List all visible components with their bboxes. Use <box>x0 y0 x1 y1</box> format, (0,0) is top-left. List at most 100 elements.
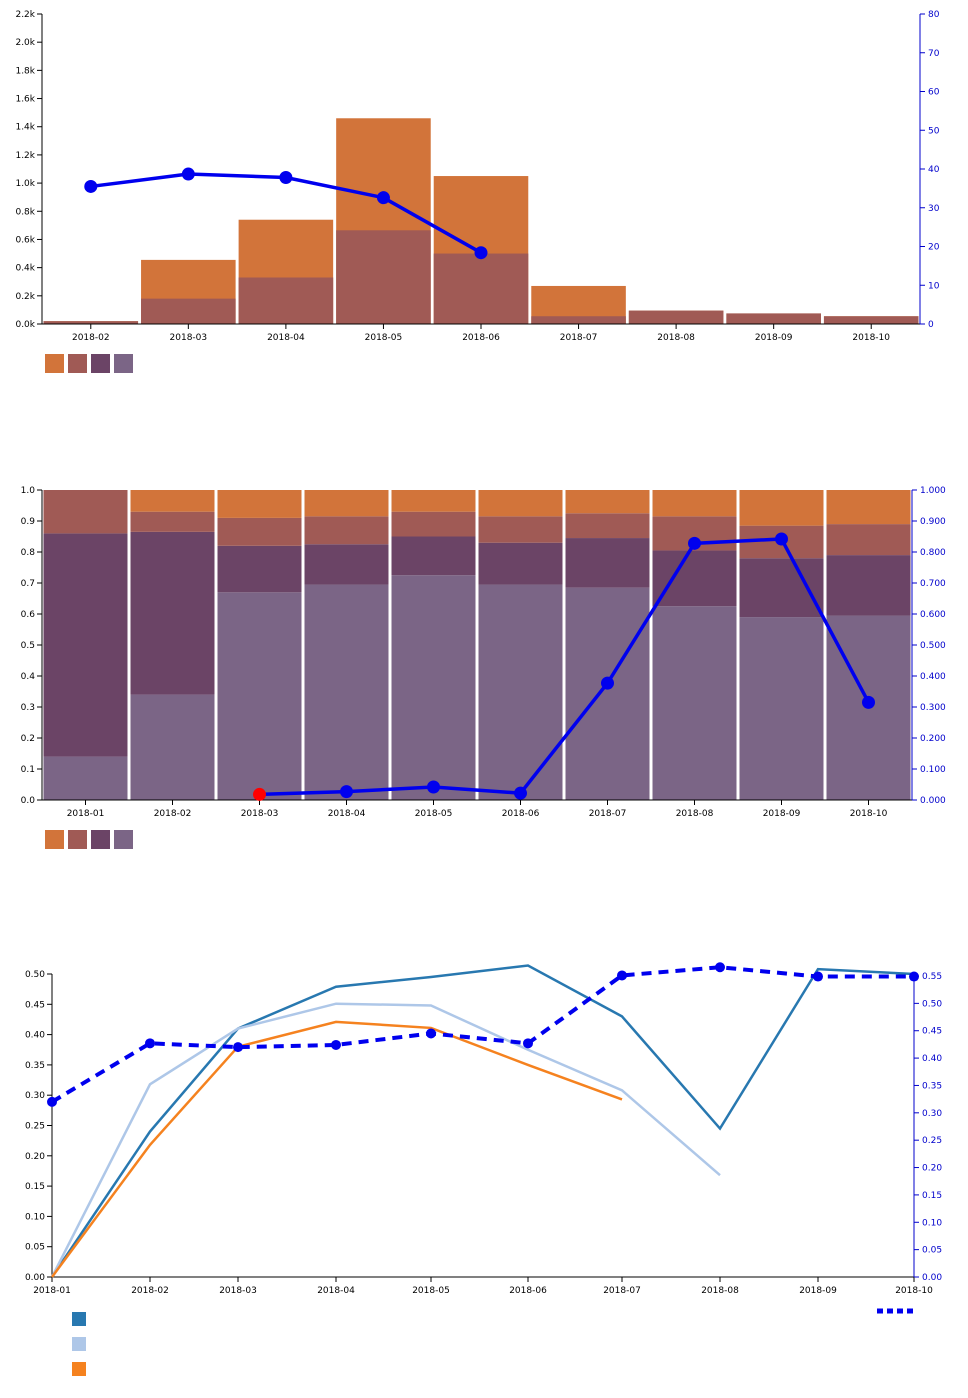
y-tick-label-left: 0.50 <box>25 970 45 980</box>
y-tick-label-right: 0.400 <box>920 672 946 682</box>
y-tick-label-right: 0.30 <box>922 1109 942 1119</box>
y-tick-label-left: 0.20 <box>25 1152 45 1162</box>
stack-segment <box>217 545 302 593</box>
y-tick-label-left: 0.45 <box>25 1000 45 1010</box>
x-tick-label: 2018-05 <box>415 809 453 819</box>
y-tick-label-left: 0.3 <box>21 703 35 713</box>
bar <box>726 313 821 324</box>
y-tick-label-right: 70 <box>928 49 940 59</box>
stack-segment <box>652 606 737 800</box>
stack-segment <box>217 592 302 800</box>
x-tick-label: 2018-06 <box>509 1286 547 1296</box>
stack-segment <box>826 490 911 525</box>
line-point <box>233 1042 243 1053</box>
y-tick-label-right: 0.000 <box>920 796 946 806</box>
y-tick-label-right: 10 <box>928 281 940 291</box>
line-point <box>474 246 488 260</box>
stack-segment <box>304 544 389 585</box>
y-tick-label-left: 0.8 <box>21 548 36 558</box>
y-tick-label-right: 50 <box>928 126 940 136</box>
y-tick-label-right: 0.45 <box>922 1027 942 1037</box>
x-tick-label: 2018-07 <box>589 809 627 819</box>
stack-segment <box>565 513 650 539</box>
x-tick-label: 2018-07 <box>603 1286 641 1296</box>
bar <box>531 316 626 324</box>
y-tick-label-right: 60 <box>928 88 940 98</box>
x-tick-label: 2018-04 <box>317 1286 355 1296</box>
y-tick-label-right: 0.800 <box>920 548 946 558</box>
stack-segment <box>565 587 650 800</box>
stack-segment <box>391 490 476 512</box>
x-tick-label: 2018-10 <box>895 1286 933 1296</box>
line-point <box>426 1028 436 1039</box>
stack-segment <box>43 756 128 800</box>
line-point <box>601 676 614 690</box>
y-tick-label-right: 0.200 <box>920 734 946 744</box>
y-tick-label-right: 0.35 <box>922 1081 942 1091</box>
series-line <box>50 1020 623 1278</box>
line-point <box>514 786 527 800</box>
stack-segment <box>739 617 824 800</box>
legend-swatch <box>68 830 87 849</box>
line-point <box>84 179 98 193</box>
y-tick-label-left: 0.4 <box>21 672 36 682</box>
y-tick-label-left: 1.6k <box>15 95 35 105</box>
stack-segment <box>130 694 215 800</box>
x-tick-label: 2018-04 <box>328 809 366 819</box>
bar <box>823 316 919 324</box>
stack-segment <box>739 490 824 526</box>
y-tick-label-left: 0.7 <box>21 579 35 589</box>
chart-1: 2018-02 2018-03 2018-04 2018-05 2018-06 2018-… <box>15 10 940 373</box>
stack-segment <box>391 536 476 576</box>
legend-swatch <box>72 1312 86 1326</box>
legend-swatch <box>114 354 133 373</box>
x-tick-label: 2018-06 <box>502 809 540 819</box>
y-tick-label-left: 0.9 <box>21 517 36 527</box>
legend-swatch <box>45 354 64 373</box>
legend-swatch <box>68 354 87 373</box>
y-tick-label-right: 0.00 <box>922 1273 942 1283</box>
stack-segment <box>43 533 128 757</box>
legend-swatch <box>91 354 110 373</box>
y-tick-label-left: 0.6 <box>21 610 36 620</box>
bar <box>43 321 139 324</box>
stack-segment <box>130 511 215 532</box>
x-tick-label: 2018-02 <box>154 809 192 819</box>
chart-3: 2018-01 2018-02 2018-03 2018-04 2018-05 2018-… <box>25 962 942 1376</box>
y-tick-label-left: 2.2k <box>15 10 35 20</box>
y-tick-label-right: 0.20 <box>922 1164 942 1174</box>
series-line <box>50 1002 721 1278</box>
stack-segment <box>391 511 476 537</box>
y-tick-label-left: 2.0k <box>15 38 35 48</box>
line-point <box>688 536 701 550</box>
legend-swatch <box>72 1362 86 1376</box>
x-tick-label: 2018-10 <box>850 809 888 819</box>
x-tick-label: 2018-09 <box>799 1286 837 1296</box>
highlighted-point <box>253 787 266 801</box>
y-tick-label-right: 0.10 <box>922 1218 942 1228</box>
y-tick-label-right: 0.700 <box>920 579 946 589</box>
stack-segment <box>217 517 302 546</box>
line-point <box>813 971 823 982</box>
x-tick-label: 2018-02 <box>131 1286 169 1296</box>
line-point <box>715 962 725 973</box>
line-point <box>279 171 293 185</box>
y-tick-label-right: 0.15 <box>922 1191 942 1201</box>
line-point <box>376 191 390 205</box>
y-tick-label-left: 0.0 <box>21 796 36 806</box>
y-tick-label-left: 0.2 <box>21 734 35 744</box>
stack-segment <box>130 490 215 512</box>
bar <box>141 298 236 324</box>
y-tick-label-left: 0.05 <box>25 1243 45 1253</box>
stack-segment <box>826 555 911 616</box>
line-point <box>909 971 919 982</box>
y-tick-label-right: 20 <box>928 243 940 253</box>
y-tick-label-left: 0.4k <box>15 264 35 274</box>
y-tick-label-right: 0.05 <box>922 1246 942 1256</box>
y-tick-label-left: 0.10 <box>25 1212 45 1222</box>
y-tick-label-right: 0.50 <box>922 999 942 1009</box>
legend-swatch <box>114 830 133 849</box>
series-line <box>50 964 915 1278</box>
y-tick-label-left: 1.0 <box>21 486 36 496</box>
